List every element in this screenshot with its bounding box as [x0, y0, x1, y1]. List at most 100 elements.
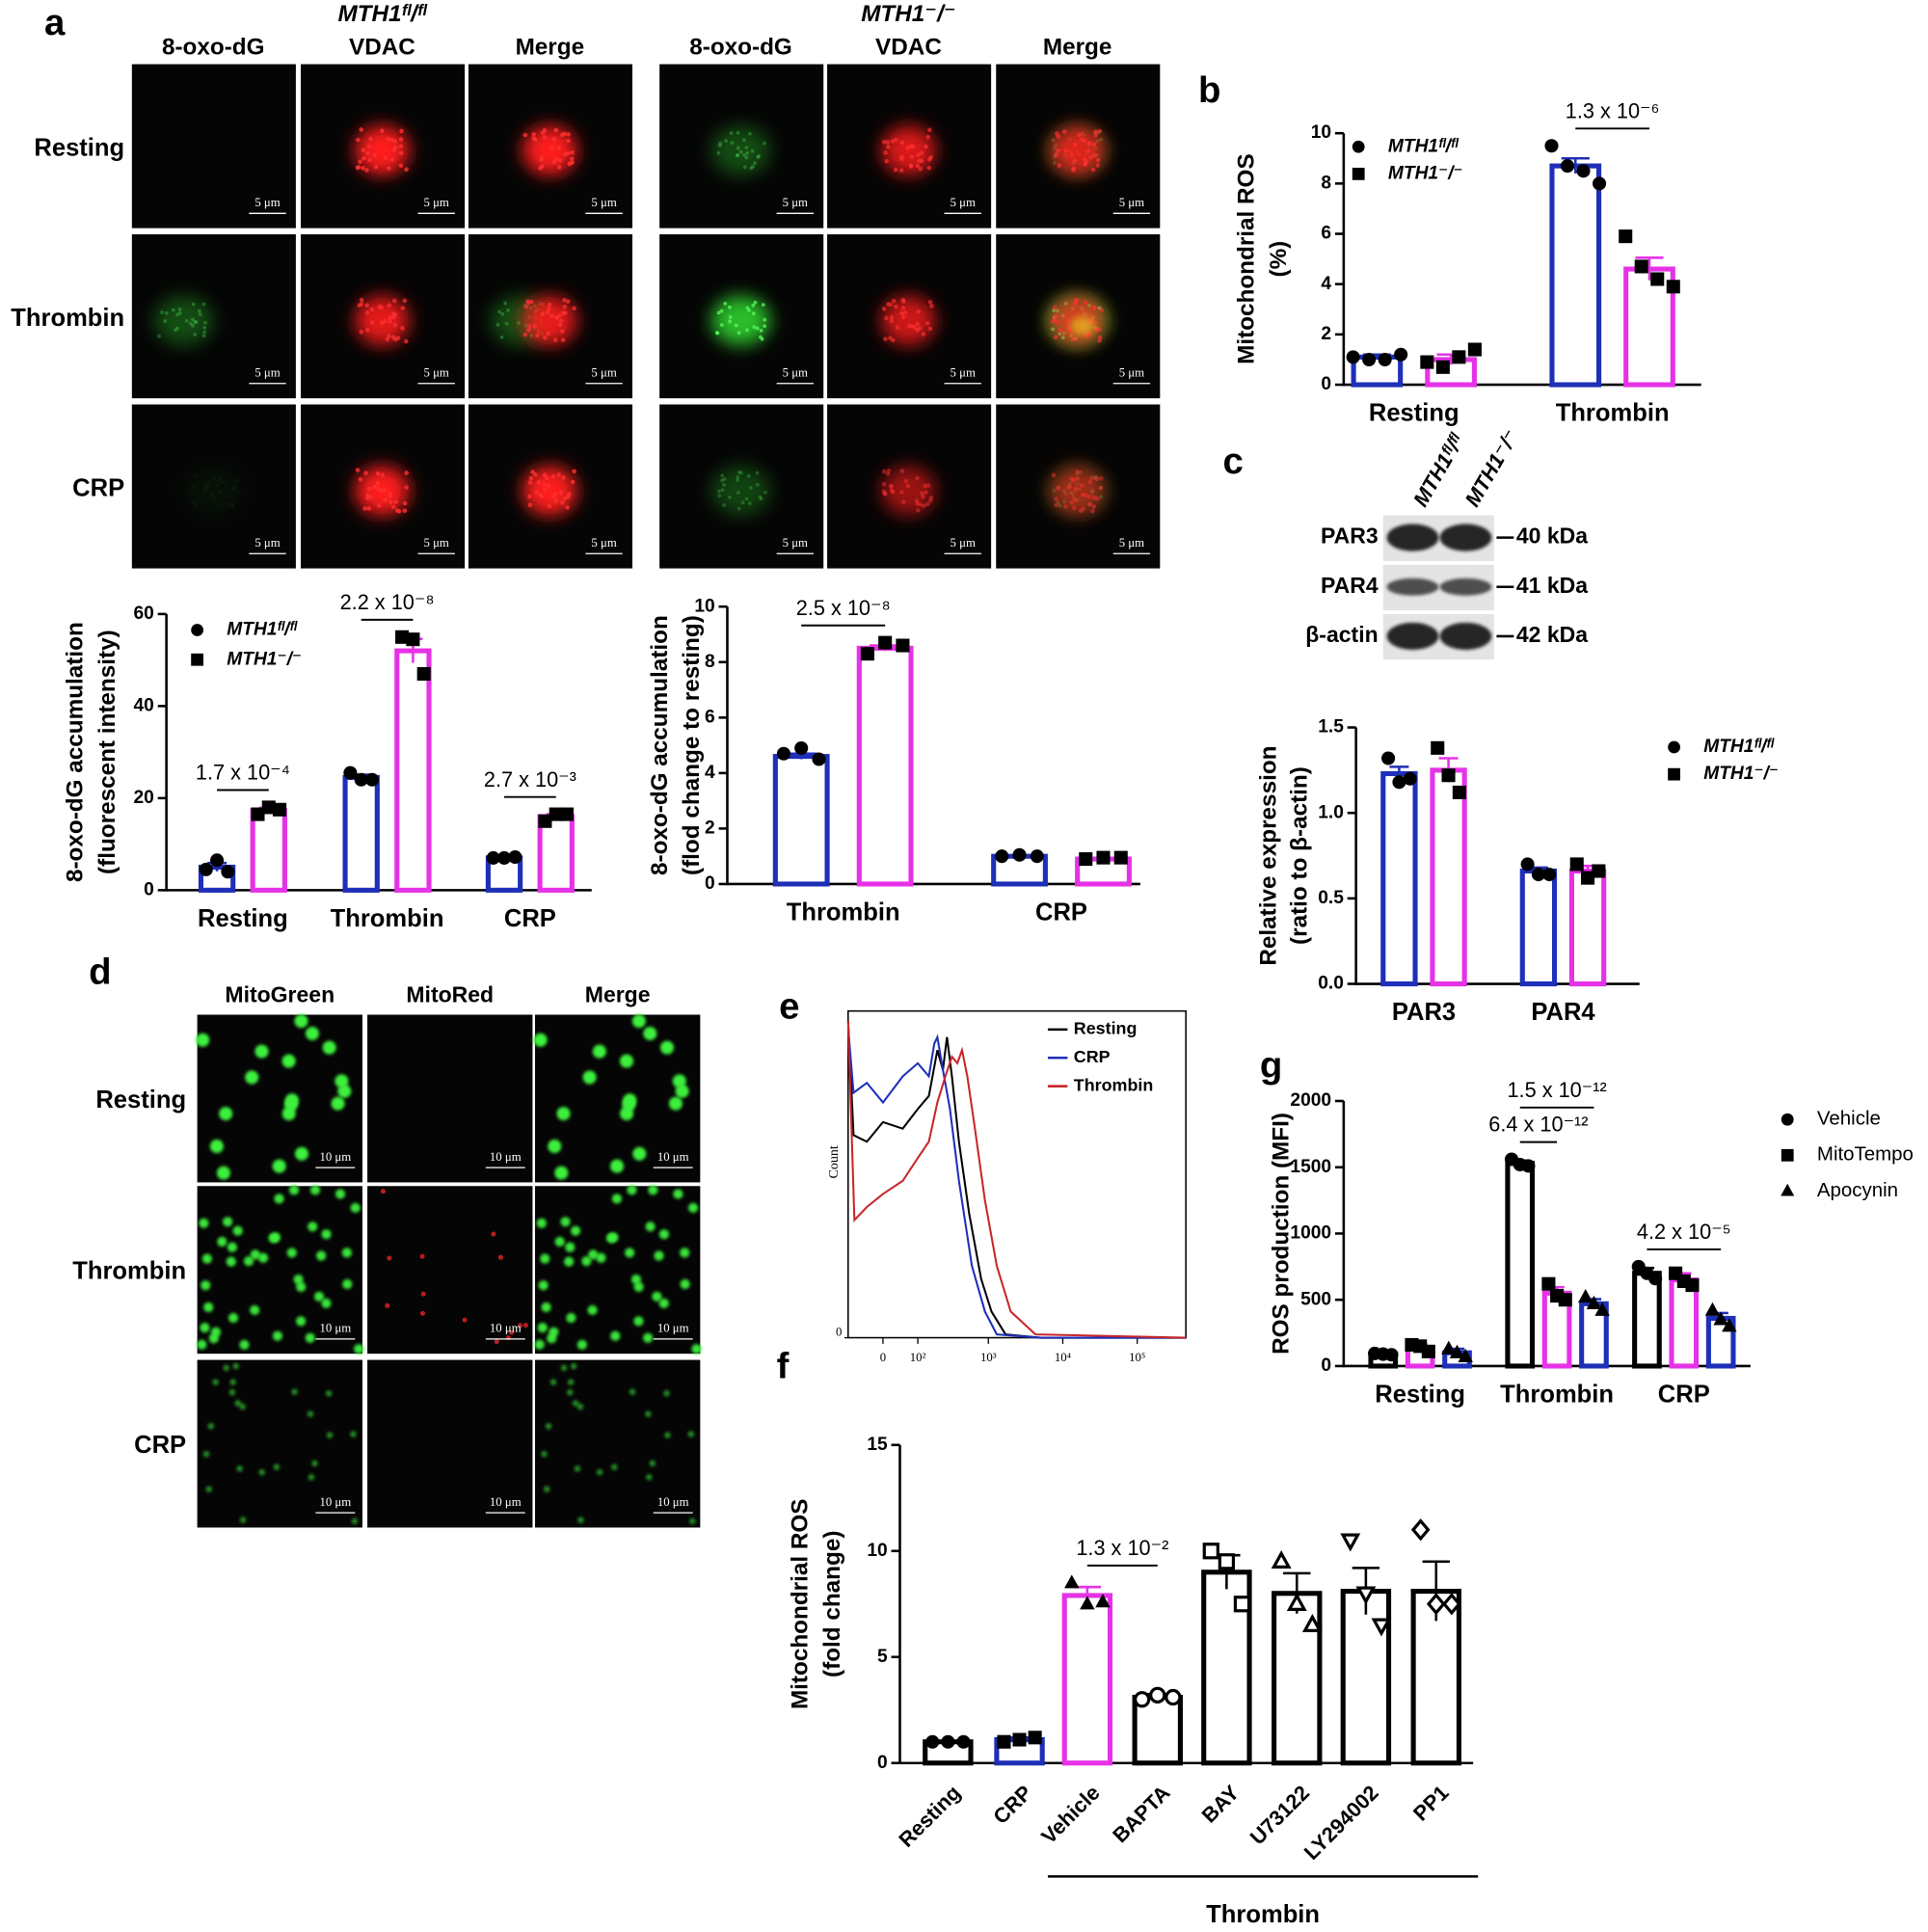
red-speck [366, 486, 372, 492]
scale-bar-label: 5 μm [591, 196, 616, 209]
red-speck [1095, 496, 1100, 501]
red-signal [881, 466, 936, 516]
mito-dot [596, 1252, 606, 1263]
mito-dot [239, 1516, 247, 1523]
red-speck [542, 127, 548, 133]
legend-label: Resting [1074, 1019, 1138, 1038]
mito-dot [560, 1364, 568, 1372]
red-speck [894, 304, 898, 309]
data-point [1594, 1301, 1610, 1316]
y-axis-title: ROS production (MFI) [1268, 1113, 1294, 1355]
mito-dot [643, 1027, 657, 1041]
red-speck [1099, 475, 1104, 481]
red-speck [1091, 152, 1097, 158]
mito-red-dot [419, 1253, 425, 1259]
green-speck [229, 503, 234, 507]
mito-dot [554, 1166, 569, 1180]
mito-dot [335, 1189, 346, 1199]
green-speck [730, 141, 735, 145]
mito-dot [577, 1516, 584, 1523]
green-speck [753, 300, 758, 305]
merge-signal [1069, 315, 1095, 335]
green-speck [745, 150, 750, 155]
x-tick-label: CRP [988, 1781, 1036, 1829]
red-speck [915, 508, 921, 513]
micrograph [131, 64, 296, 228]
green-speck [744, 496, 749, 501]
y-tick-label: 1.0 [1318, 802, 1344, 822]
red-speck [377, 304, 382, 309]
data-point [1165, 1688, 1182, 1706]
x-tick-label: Vehicle [1036, 1781, 1105, 1849]
red-speck [1083, 300, 1088, 306]
scale-bar-label: 10 μm [657, 1150, 689, 1164]
mito-dot [223, 1364, 229, 1372]
red-speck [364, 310, 370, 315]
mito-dot [554, 1236, 565, 1248]
green-speck [727, 305, 732, 309]
panel-label: f [777, 1346, 790, 1387]
red-speck [383, 497, 388, 502]
x-tick-label: Resting [894, 1781, 965, 1852]
red-speck [1093, 129, 1099, 134]
red-speck [1069, 476, 1074, 481]
red-speck [567, 161, 573, 167]
mito-dot [668, 1096, 683, 1111]
histogram-curve [846, 1020, 1187, 1339]
mito-dot [574, 1465, 581, 1472]
data-point [1544, 139, 1559, 153]
data-point [1458, 1348, 1473, 1362]
green-speck [742, 165, 747, 170]
scale-bar-label: 5 μm [254, 196, 280, 209]
mito-dot [645, 1221, 656, 1232]
red-speck [404, 470, 409, 475]
micrograph [534, 1186, 701, 1355]
y-axis-title: (fluorescent intensity) [94, 630, 120, 874]
data-point [486, 850, 500, 865]
mito-dot [254, 1044, 269, 1059]
mito-dot [687, 1202, 699, 1213]
red-speck [569, 156, 575, 162]
red-speck [1098, 485, 1104, 491]
red-speck [883, 492, 888, 496]
mito-red-dot [385, 1302, 390, 1308]
bar [1669, 1277, 1700, 1369]
y-tick-label: 15 [867, 1435, 888, 1455]
y-axis-title: Relative expression [1256, 746, 1282, 966]
green-speck [188, 321, 193, 326]
green-speck [760, 336, 764, 341]
green-speck [757, 154, 762, 158]
legend-marker [1781, 1113, 1794, 1126]
channel-header: 8-oxo-dG [689, 34, 792, 60]
green-speck [734, 323, 738, 328]
green-speck [762, 141, 766, 146]
red-speck [891, 298, 897, 304]
green-speck [160, 309, 164, 314]
data-point [1420, 355, 1434, 369]
panel-label: a [44, 2, 66, 43]
mito-dot [536, 1218, 547, 1228]
green-speck [751, 303, 756, 308]
bar [394, 648, 432, 893]
red-speck [895, 325, 900, 331]
red-speck [547, 503, 552, 509]
red-speck [885, 471, 891, 476]
mito-dot [633, 1316, 644, 1327]
red-speck [375, 470, 381, 476]
panel-label: d [89, 951, 111, 992]
mito-dot [549, 1379, 557, 1385]
mito-red-dot [505, 1335, 511, 1341]
histogram-curve [846, 1020, 1187, 1339]
green-speck [736, 470, 741, 474]
red-speck [403, 338, 409, 344]
green-speck [184, 318, 189, 323]
scale-bar-label: 5 μm [1119, 196, 1144, 209]
x-tick-label: Thrombin [1500, 1381, 1614, 1408]
green-speck [212, 476, 216, 481]
row-label: Thrombin [11, 305, 124, 332]
red-speck [565, 299, 571, 305]
red-speck [1051, 472, 1057, 478]
scale-bar-label: 5 μm [424, 196, 449, 209]
y-tick-label: 1.5 [1318, 717, 1344, 738]
mito-dot [350, 1202, 361, 1213]
